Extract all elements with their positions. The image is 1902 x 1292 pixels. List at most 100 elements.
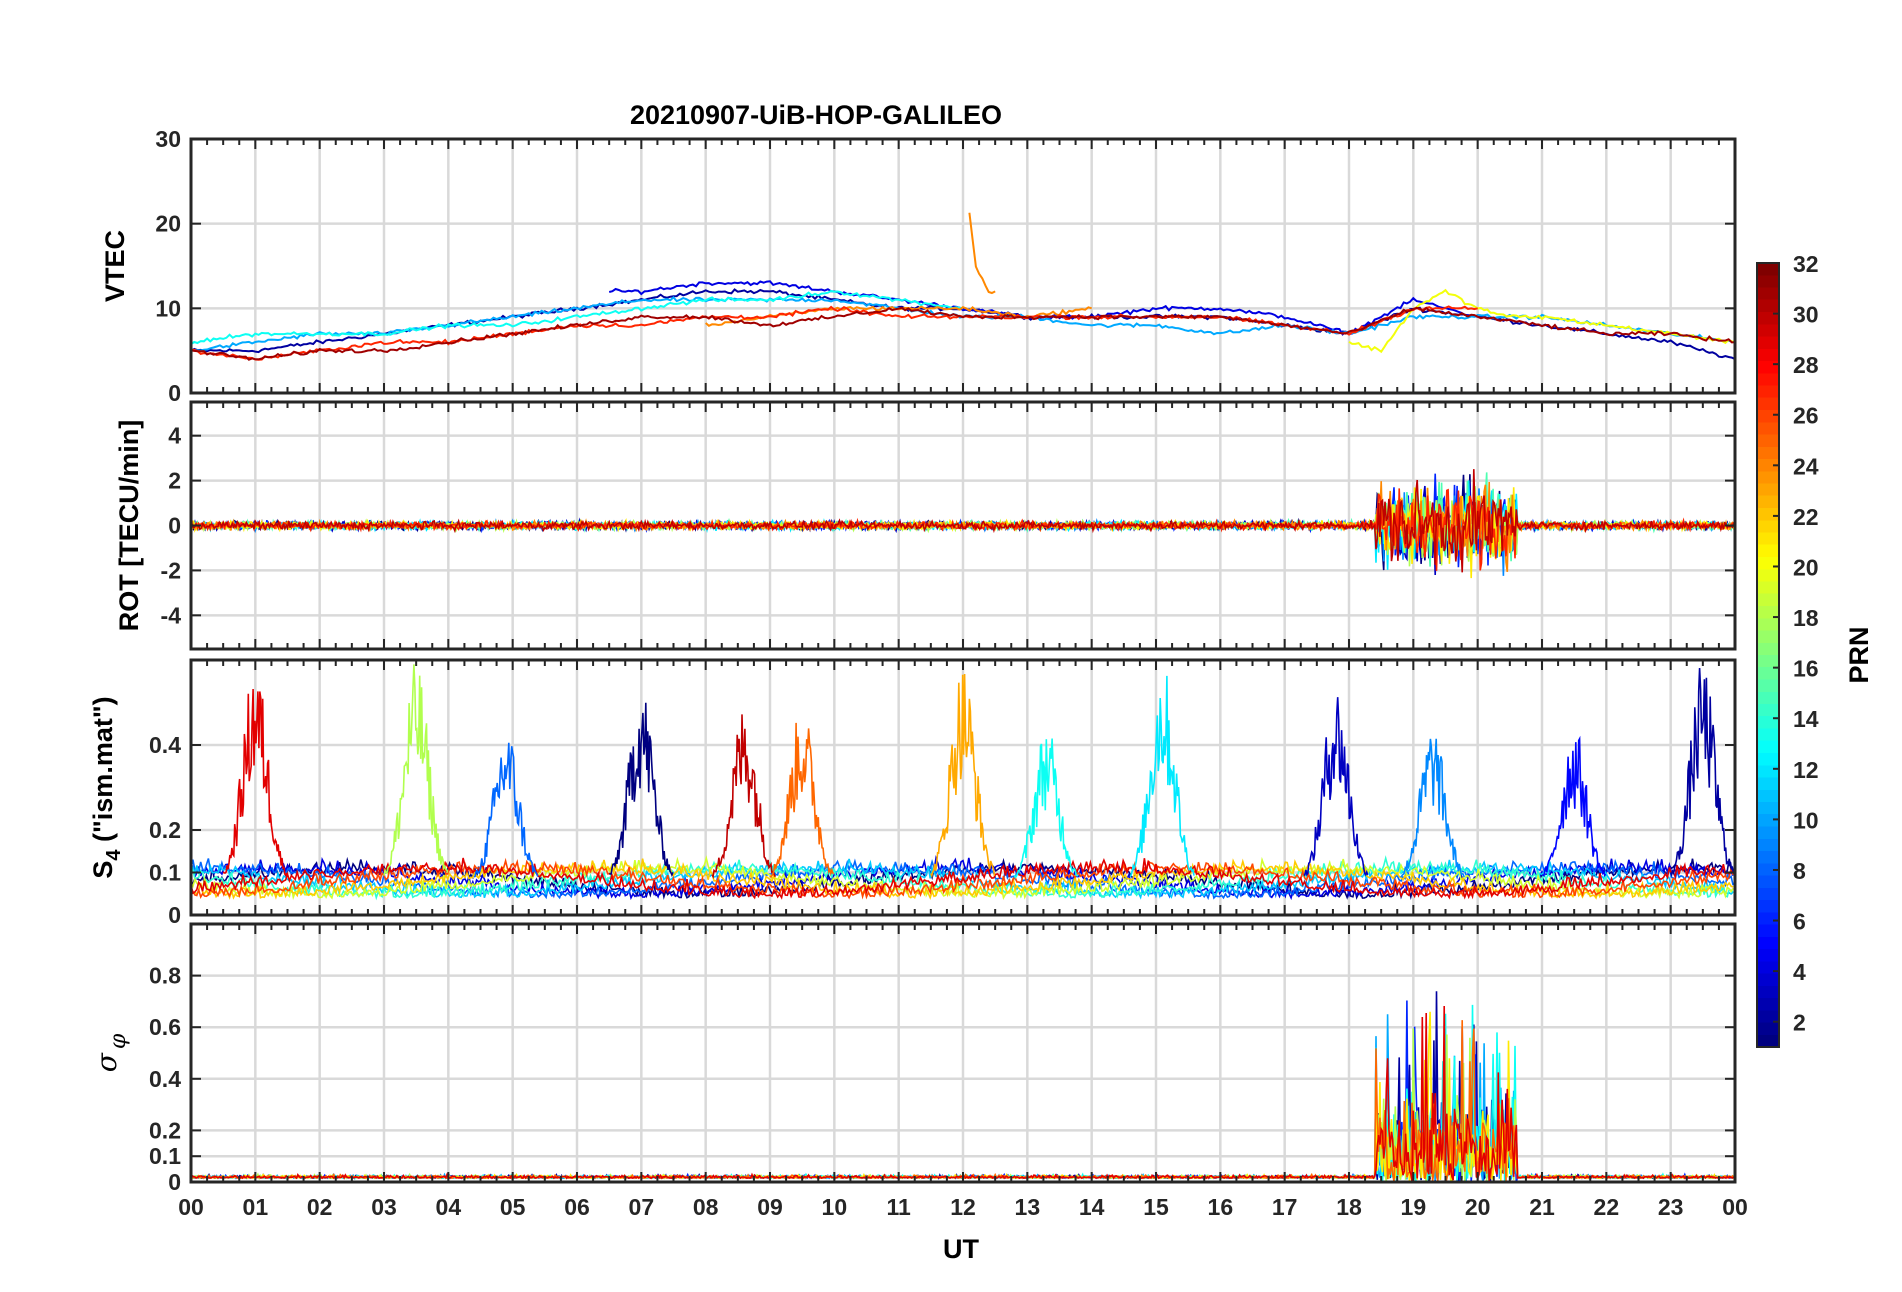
- colorbar-label: PRN: [1844, 626, 1874, 683]
- panel-4-ticks: [190, 924, 1736, 1183]
- colorbar-tick-label: 10: [1793, 807, 1819, 833]
- panel-2-data: [191, 469, 1735, 579]
- x-axis: 00 01 02 03 04 05 06 07 08 09 10 11 12 13 14 15 16 17 18 19…: [178, 1194, 1748, 1220]
- panel-3-ytick-label: 0.1: [149, 860, 181, 886]
- x-tick-label: 15: [1143, 1194, 1169, 1220]
- s4-peak-prn-12: [1129, 675, 1195, 878]
- colorbar-tick-label: 8: [1793, 858, 1806, 884]
- colorbar-tick-label: 24: [1793, 453, 1819, 479]
- chart-title: 20210907-UiB-HOP-GALILEO: [630, 100, 1002, 130]
- ylabel-main: σ: [90, 1052, 123, 1072]
- panel-3-ytick-label: 0: [168, 902, 181, 928]
- s4-peak-prn-8: [473, 742, 539, 878]
- s4-peak-prn-25: [769, 722, 835, 879]
- x-tick-label: 10: [822, 1194, 848, 1220]
- x-tick-label: 00: [178, 1194, 204, 1220]
- vtec-series-prn-31: [191, 306, 1735, 361]
- panel-2-ylabel: ROT [TECU/min]: [114, 420, 144, 631]
- x-axis-label: UT: [943, 1234, 979, 1264]
- x-tick-label: 03: [371, 1194, 397, 1220]
- x-tick-label: 09: [757, 1194, 783, 1220]
- panel-1-data: [191, 212, 1735, 361]
- panel-4-ylabel: σφ: [90, 1033, 131, 1072]
- x-tick-label: 08: [693, 1194, 719, 1220]
- vtec-series-prn-13: [191, 289, 964, 346]
- colorbar-tick-label: 22: [1793, 504, 1819, 530]
- panel-4-ytick-label: 0.4: [149, 1066, 181, 1092]
- x-tick-label: 13: [1015, 1194, 1041, 1220]
- x-tick-label: 11: [887, 1194, 912, 1220]
- s4-peak-prn-23: [930, 673, 996, 879]
- colorbar-tick-label: 18: [1793, 605, 1819, 631]
- panel-4-ytick-label: 0.6: [149, 1014, 181, 1040]
- colorbar-tick-label: 4: [1793, 959, 1806, 985]
- ylabel-main: S: [88, 861, 118, 879]
- s4-peak-prn-3: [1303, 697, 1369, 877]
- x-tick-label: 19: [1401, 1194, 1427, 1220]
- panel-4-ytick-label: 0: [168, 1169, 181, 1195]
- x-tick-label: 02: [307, 1194, 333, 1220]
- colorbar-tick-label: 32: [1793, 251, 1819, 277]
- s4-peak-prn-13: [1013, 738, 1079, 879]
- x-tick-label: 07: [629, 1194, 655, 1220]
- panel-4-ytick-label: 0.2: [149, 1117, 181, 1143]
- x-tick-label: 17: [1272, 1194, 1298, 1220]
- panel-3-ylabel: S4 ("ism.mat"): [88, 696, 125, 878]
- colorbar-tick-label: 14: [1793, 706, 1819, 732]
- panel-1-ytick-label: 10: [155, 295, 181, 321]
- panel-4: 00.10.2 0.4 0.6 0.8 σφ: [90, 922, 1737, 1195]
- x-tick-label: 23: [1658, 1194, 1684, 1220]
- x-tick-label: 18: [1336, 1194, 1362, 1220]
- panel-4-ytick-label: 0.8: [149, 963, 181, 989]
- colorbar-tick-label: 12: [1793, 757, 1819, 783]
- rot-series-prn-30: [191, 469, 1735, 573]
- panel-3: 0 0.1 0.2 0.4 S4 ("ism.mat"): [88, 658, 1737, 928]
- s4-series-prn-29: [191, 857, 1734, 900]
- panel-3-data: [191, 664, 1735, 901]
- panel-2-ytick-label: -4: [161, 602, 182, 628]
- panel-2-ytick-label: 4: [168, 423, 181, 449]
- s4-peak-prn-18: [383, 664, 449, 876]
- colorbar-gradient: [1756, 262, 1780, 1048]
- panel-1-ytick-label: 0: [168, 380, 181, 406]
- x-tick-label: 12: [950, 1194, 976, 1220]
- panel-3-ticks: [190, 660, 1736, 916]
- s4-series-prn-14: [191, 855, 1734, 901]
- x-tick-label: 14: [1079, 1194, 1105, 1220]
- x-tick-label: 06: [564, 1194, 590, 1220]
- panel-1-ylabel: VTEC: [100, 230, 130, 302]
- s4-peak-prn-29: [222, 688, 288, 877]
- vtec-series-prn-24: [968, 212, 996, 295]
- panel-1-ytick-label: 20: [155, 211, 181, 237]
- s4-peak-prn-9: [1400, 738, 1465, 878]
- colorbar-tick-label: 6: [1793, 909, 1806, 935]
- s4-peak-prn-1: [609, 702, 674, 878]
- colorbar-tick-label: 26: [1793, 403, 1819, 429]
- panel-3-ytick-label: 0.2: [149, 817, 181, 843]
- panel-1: 0 10 20 30 VTEC: [100, 126, 1737, 406]
- x-tick-label: 01: [243, 1194, 269, 1220]
- x-tick-label: 04: [436, 1194, 462, 1220]
- s4-peak-prn-30: [711, 714, 776, 880]
- panel-4-ytick-label: 0.1: [149, 1143, 181, 1169]
- panel-2-ticks: [190, 402, 1736, 649]
- x-tick-label: 21: [1529, 1194, 1555, 1220]
- vtec-series-prn-27: [191, 305, 1478, 361]
- colorbar-tick-label: 16: [1793, 656, 1819, 682]
- s4-peak-prn-2: [1669, 667, 1735, 878]
- ylabel-tail: ("ism.mat"): [88, 696, 118, 849]
- x-tick-label: 22: [1594, 1194, 1620, 1220]
- panel-2-grid: [191, 402, 1735, 649]
- panel-1-ytick-label: 30: [155, 126, 181, 152]
- colorbar-tick-label: 30: [1793, 302, 1819, 328]
- colorbar-tick-label: 2: [1793, 1010, 1806, 1036]
- panel-2: -4 -2 0 2 4 ROT [TECU/min]: [114, 400, 1737, 651]
- colorbar-tick-label: 20: [1793, 554, 1819, 580]
- ylabel-subscript: 4: [103, 849, 125, 861]
- x-tick-label: 00: [1722, 1194, 1748, 1220]
- s4-series-prn-19: [191, 855, 1734, 901]
- panel-1-ticks: [190, 138, 1736, 394]
